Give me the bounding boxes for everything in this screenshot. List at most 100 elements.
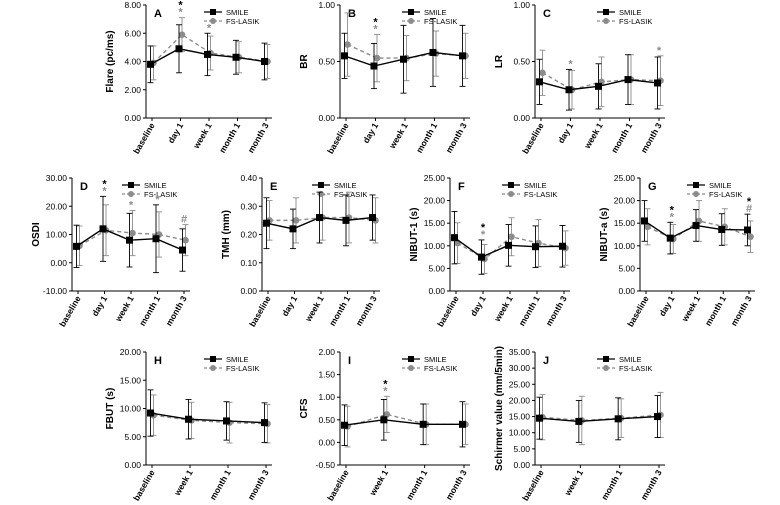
data-point [559,242,566,250]
legend-marker [210,18,216,24]
y-tick-label: 5.00 [428,263,445,273]
legend-label: FS-LASIK [424,364,457,373]
x-tick-label: baseline [247,294,273,329]
data-point [459,52,466,60]
panel-letter: G [648,181,657,193]
y-tick-label: 0.00 [240,286,257,296]
y-tick-label: 5.00 [513,444,530,454]
y-tick-label: 0.50 [318,57,335,67]
x-tick-label: day 1 [361,121,381,145]
panel-letter: I [348,355,351,367]
data-point [644,223,651,231]
significance-marker: * [568,58,573,70]
y-tick-label: 0.00 [124,113,141,123]
data-point [536,78,543,86]
significance-marker: # [746,203,752,215]
significance-marker: * [129,199,134,211]
x-tick-label: month 1 [217,121,242,155]
panel-letter: C [543,8,551,20]
y-tick-label: 1.50 [318,370,335,380]
x-tick-label: month 1 [609,121,634,155]
series-line [153,414,268,425]
legend-marker [210,9,216,15]
legend-label: FS-LASIK [524,190,557,199]
data-point [232,53,240,61]
data-point [185,415,192,423]
x-tick-label: month 3 [354,294,379,328]
y-tick-label: -0.50 [316,460,336,470]
x-tick-label: week 1 [191,121,214,151]
panel-d: -10.00 0.00 10.00 20.00 30.00 baseline day 1 we… [31,173,190,328]
x-tick-label: baseline [131,468,157,503]
significance-marker: * [155,194,160,206]
data-point [400,55,407,63]
legend-label: SMILE [619,355,642,364]
legend-marker [408,365,414,371]
x-tick-label: baseline [131,121,157,156]
x-tick-label: baseline [325,468,351,503]
series-line [269,216,376,222]
x-tick-label: baseline [325,121,351,156]
legend-marker [408,18,414,24]
legend-label: SMILE [424,8,447,17]
y-tick-label: 2.00 [124,85,141,95]
y-tick-label: 20.00 [614,196,636,206]
data-point [178,31,186,38]
y-tick-label: 0.20 [240,230,257,240]
y-tick-label: 10.00 [46,230,68,240]
significance-marker: * [481,229,486,241]
legend-marker [693,191,699,197]
x-tick-label: day 1 [90,294,110,318]
significance-marker: * [383,385,388,397]
y-tick-label: 20.00 [120,347,142,357]
x-tick-label: week 1 [492,294,515,324]
x-tick-label: baseline [520,121,546,156]
x-tick-label: month 1 [137,294,162,328]
data-point [654,413,661,421]
significance-marker: * [373,23,378,35]
y-tick-label: 0.40 [240,173,257,183]
x-tick-label: month 3 [444,468,469,502]
significance-marker: * [657,45,662,57]
x-tick-label: month 1 [404,468,429,502]
data-point [459,420,466,428]
y-tick-label: 20.00 [509,395,531,405]
legend-label: FS-LASIK [334,190,367,199]
data-point [383,411,391,418]
x-tick-label: month 1 [599,468,624,502]
data-point [182,236,189,244]
x-tick-label: week 1 [367,468,390,498]
data-point [341,421,348,429]
legend-label: FS-LASIK [619,17,652,26]
x-tick-label: month 1 [703,294,728,328]
panel-f: 0.00 5.00 10.00 15.00 20.00 25.00 baseline day … [409,173,570,328]
legend-label: FS-LASIK [144,190,177,199]
legend-marker [508,191,514,197]
y-tick-label: 30.00 [46,173,68,183]
legend-label: SMILE [424,355,447,364]
panel-b: 0.00 0.50 1.00 baseline day 1 week 1 month 1 mo… [299,0,470,155]
significance-marker: # [181,214,187,226]
data-point [666,234,674,242]
y-tick-label: 30.00 [509,363,531,373]
y-axis-title: FBUT (s) [105,388,116,430]
legend-label: FS-LASIK [709,190,742,199]
significance-marker: * [207,22,212,34]
legend-marker [408,356,414,362]
legend-label: SMILE [226,355,249,364]
y-tick-label: 6.00 [124,28,141,38]
significance-marker: * [383,378,388,390]
x-tick-label: day 1 [556,121,576,145]
significance-marker: * [102,178,107,190]
y-tick-label: 0.50 [318,415,335,425]
data-point [204,50,211,58]
data-point [380,416,388,424]
data-point [344,41,351,48]
x-tick-label: month 3 [544,294,569,328]
data-point [147,60,154,68]
y-tick-label: 10.00 [120,404,142,414]
x-tick-label: week 1 [582,121,605,151]
legend-label: FS-LASIK [424,17,457,26]
y-tick-label: 0.00 [618,286,635,296]
significance-marker: * [670,211,675,223]
